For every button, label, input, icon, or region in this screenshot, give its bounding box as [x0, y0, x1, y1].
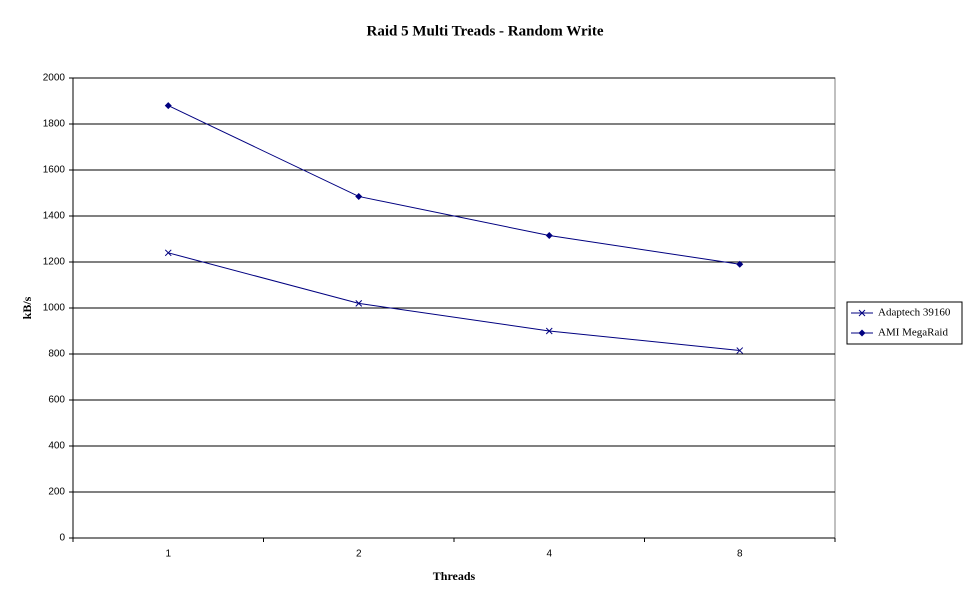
marker	[858, 309, 866, 317]
x-tick-label: 1	[165, 549, 171, 560]
marker	[545, 232, 553, 240]
y-tick-label: 400	[48, 441, 65, 452]
x-tick-label: 2	[356, 549, 362, 560]
y-tick-label: 1600	[43, 165, 66, 176]
y-tick-label: 1800	[43, 119, 66, 130]
marker	[355, 192, 363, 200]
marker	[736, 260, 744, 268]
y-tick-label: 2000	[43, 73, 66, 84]
x-tick-label: 4	[546, 549, 552, 560]
x-tick-label: 8	[737, 549, 743, 560]
y-tick-label: 1200	[43, 257, 66, 268]
y-axis-label: kB/s	[20, 296, 34, 319]
marker	[858, 329, 866, 337]
y-tick-label: 1400	[43, 211, 66, 222]
marker	[164, 102, 172, 110]
legend-label: AMI MegaRaid	[878, 327, 948, 339]
y-tick-label: 800	[48, 349, 65, 360]
series-line	[168, 105, 740, 265]
series-line	[168, 252, 740, 352]
marker	[355, 300, 363, 307]
legend-label: Adaptech 39160	[878, 307, 951, 319]
legend-box	[846, 301, 963, 345]
marker	[164, 249, 172, 257]
y-tick-label: 0	[59, 533, 65, 544]
x-axis-label: Threads	[433, 569, 476, 583]
y-tick-label: 200	[48, 487, 65, 498]
y-tick-label: 600	[48, 395, 65, 406]
chart-title: Raid 5 Multi Treads - Random Write	[367, 23, 604, 39]
marker	[736, 347, 744, 354]
y-tick-label: 1000	[43, 303, 66, 314]
marker	[545, 327, 553, 335]
